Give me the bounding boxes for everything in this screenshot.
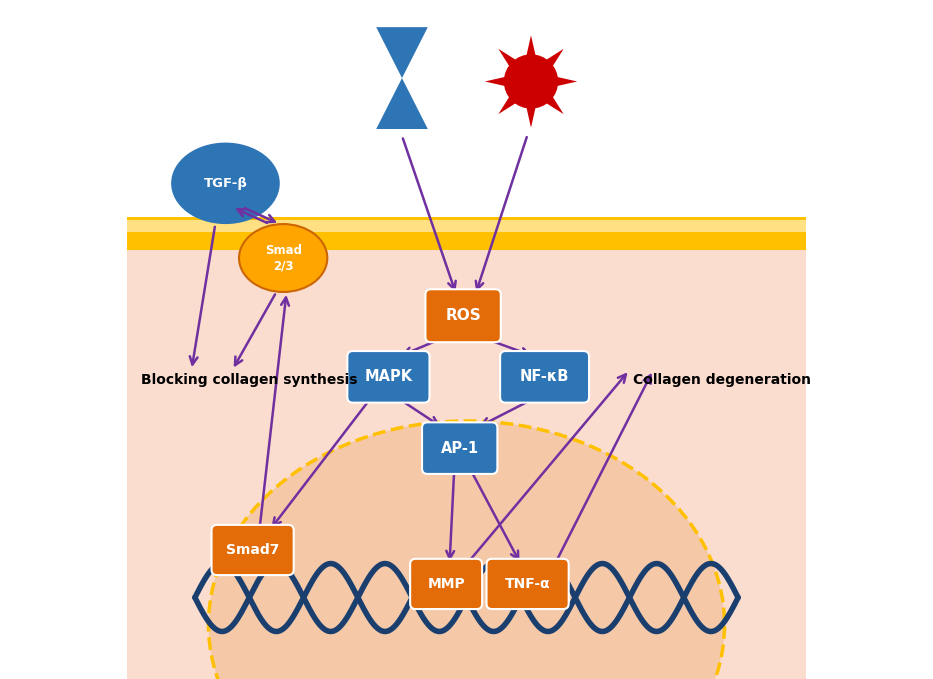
Polygon shape [498, 88, 524, 114]
Polygon shape [376, 78, 428, 129]
Bar [127, 220, 806, 232]
Text: Smad7: Smad7 [226, 543, 279, 557]
Polygon shape [537, 88, 564, 114]
FancyBboxPatch shape [500, 351, 589, 403]
FancyBboxPatch shape [347, 351, 429, 403]
Text: Smad
2/3: Smad 2/3 [265, 244, 301, 272]
FancyBboxPatch shape [422, 422, 497, 474]
FancyBboxPatch shape [212, 525, 294, 575]
Polygon shape [498, 49, 524, 75]
Ellipse shape [239, 224, 327, 292]
Ellipse shape [208, 421, 725, 679]
FancyBboxPatch shape [486, 559, 569, 609]
Text: MMP: MMP [427, 577, 465, 591]
Polygon shape [485, 75, 515, 88]
Text: TGF-β: TGF-β [203, 177, 247, 190]
Ellipse shape [171, 143, 280, 224]
Polygon shape [524, 35, 537, 65]
Bar [127, 217, 806, 679]
Text: ROS: ROS [445, 308, 481, 323]
Text: Collagen degeneration: Collagen degeneration [633, 373, 811, 387]
Text: AP-1: AP-1 [440, 441, 479, 456]
Polygon shape [548, 75, 578, 88]
FancyBboxPatch shape [411, 559, 482, 609]
Text: NF-κB: NF-κB [520, 369, 569, 384]
Text: Blocking collagen synthesis: Blocking collagen synthesis [141, 373, 357, 387]
Polygon shape [537, 49, 564, 75]
Text: MAPK: MAPK [365, 369, 412, 384]
Bar [127, 217, 806, 250]
Polygon shape [524, 98, 537, 128]
Text: TNF-α: TNF-α [505, 577, 550, 591]
FancyBboxPatch shape [425, 289, 501, 342]
Polygon shape [376, 27, 428, 78]
Circle shape [504, 54, 558, 109]
Bar [127, 0, 806, 217]
